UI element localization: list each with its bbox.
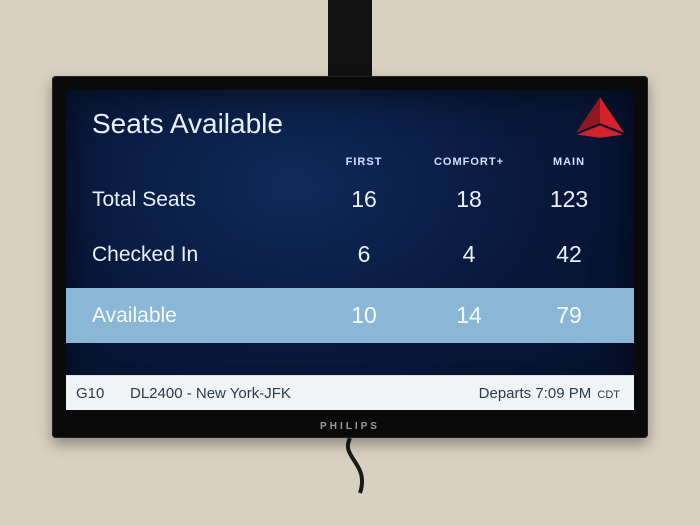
mount-pole bbox=[328, 0, 372, 80]
row-label: Total Seats bbox=[92, 188, 314, 212]
departs-label: Departs bbox=[479, 385, 532, 402]
col-main: MAIN bbox=[524, 156, 614, 168]
flight-info: DL2400 - New York-JFK bbox=[130, 385, 479, 402]
row-available: Available 10 14 79 bbox=[66, 288, 634, 343]
cell-available-comfort: 14 bbox=[414, 302, 524, 329]
cell-checked-comfort: 4 bbox=[414, 241, 524, 268]
table-header-row: FIRST COMFORT+ MAIN bbox=[92, 150, 614, 172]
col-comfort: COMFORT+ bbox=[414, 156, 524, 168]
delta-logo-icon bbox=[574, 96, 626, 138]
gate-number: G10 bbox=[76, 385, 130, 402]
col-first: FIRST bbox=[314, 156, 414, 168]
flight-footer: G10 DL2400 - New York-JFK Departs 7:09 P… bbox=[66, 375, 634, 410]
monitor-brand: PHILIPS bbox=[320, 421, 380, 432]
cable bbox=[320, 438, 390, 498]
cell-checked-first: 6 bbox=[314, 241, 414, 268]
gate-info-screen: Seats Available FIRST COMFORT+ MAIN Tota… bbox=[66, 90, 634, 410]
cell-available-first: 10 bbox=[314, 302, 414, 329]
cell-total-main: 123 bbox=[524, 186, 614, 213]
departure-time: Departs 7:09 PM CDT bbox=[479, 385, 620, 402]
screen-title: Seats Available bbox=[66, 90, 634, 140]
cell-checked-main: 42 bbox=[524, 241, 614, 268]
cell-available-main: 79 bbox=[524, 302, 614, 329]
cell-total-comfort: 18 bbox=[414, 186, 524, 213]
row-checked-in: Checked In 6 4 42 bbox=[92, 227, 614, 282]
seats-table: FIRST COMFORT+ MAIN Total Seats 16 18 12… bbox=[66, 140, 634, 375]
cell-total-first: 16 bbox=[314, 186, 414, 213]
row-label: Checked In bbox=[92, 243, 314, 267]
departs-time: 7:09 PM bbox=[535, 385, 591, 402]
row-label: Available bbox=[92, 304, 314, 328]
departs-tz: CDT bbox=[597, 389, 620, 401]
row-total-seats: Total Seats 16 18 123 bbox=[92, 172, 614, 227]
monitor-bezel: PHILIPS Seats Available FIRST COMFORT+ M… bbox=[52, 76, 648, 438]
